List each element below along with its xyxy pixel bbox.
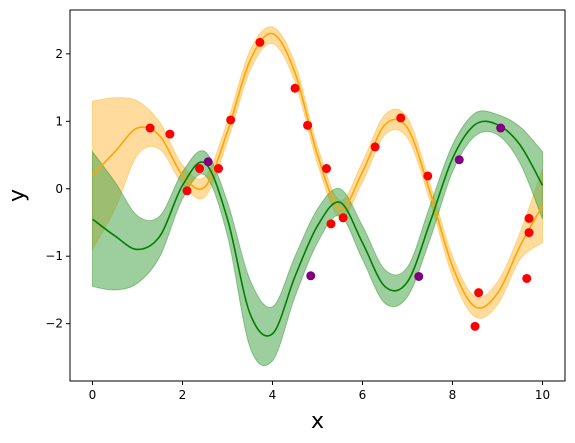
- observation-point-0-4: [214, 164, 223, 174]
- y-axis-label: y: [5, 189, 30, 202]
- x-tick-label-5: 10: [535, 388, 550, 402]
- plot-frame: [69, 9, 566, 382]
- x-tick-label-0: 0: [89, 388, 97, 402]
- observation-point-extra-0: [326, 219, 336, 229]
- y-tick-label-0: 2: [55, 47, 63, 61]
- x-axis-label: x: [311, 409, 324, 434]
- observation-point-0-7: [290, 83, 300, 93]
- mean-lines: [91, 32, 544, 337]
- observation-point-0-5: [226, 115, 236, 125]
- y-axis-ticks: 2 1 0 −1 −2: [45, 47, 70, 331]
- observation-point-0-9: [322, 164, 331, 174]
- observation-point-0-17: [524, 228, 534, 238]
- observation-point-1-0: [203, 157, 213, 167]
- confidence-band-0: [92, 26, 543, 319]
- observation-point-0-12: [423, 171, 433, 181]
- y-tick-label-1: 1: [55, 114, 63, 128]
- observation-point-0-2: [182, 186, 192, 196]
- observation-point-0-0: [145, 123, 155, 133]
- observation-point-1-1: [306, 271, 316, 281]
- x-tick-label-4: 8: [449, 388, 457, 402]
- x-tick-label-1: 2: [179, 388, 187, 402]
- observation-point-1-4: [496, 123, 506, 133]
- observation-point-0-11: [396, 113, 406, 123]
- observation-point-0-1: [165, 129, 175, 139]
- x-tick-label-3: 6: [359, 388, 367, 402]
- x-axis-ticks: 0 2 4 6 8 10: [89, 381, 550, 402]
- mean-line-0: [91, 32, 544, 309]
- mean-line-1: [92, 120, 544, 337]
- observation-point-0-14: [474, 288, 484, 298]
- observation-point-extra-1: [338, 213, 348, 223]
- confidence-bands: [92, 26, 543, 367]
- confidence-band-1: [92, 110, 543, 367]
- observation-point-1-3: [454, 155, 464, 165]
- observation-point-0-13: [470, 321, 480, 331]
- observation-point-0-8: [303, 120, 313, 130]
- observation-point-0-6: [255, 37, 265, 47]
- observation-point-0-16: [524, 213, 534, 223]
- observation-point-1-2: [414, 271, 424, 281]
- y-tick-label-3: −1: [45, 249, 63, 263]
- x-tick-label-2: 4: [269, 388, 277, 402]
- y-tick-label-4: −2: [45, 317, 63, 331]
- y-tick-label-2: 0: [55, 182, 63, 196]
- observation-points: [145, 37, 534, 331]
- observation-point-0-3: [195, 164, 205, 174]
- observation-point-0-15: [522, 273, 532, 283]
- observation-point-0-10: [370, 142, 380, 152]
